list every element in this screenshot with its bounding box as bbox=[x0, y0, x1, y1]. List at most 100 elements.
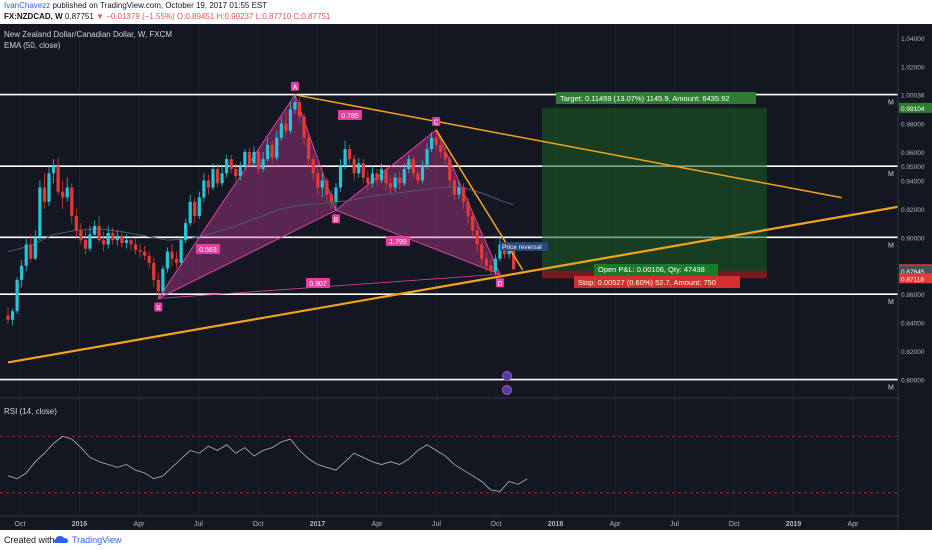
candle-body bbox=[366, 177, 370, 184]
candle-body bbox=[124, 240, 129, 243]
chart-canvas[interactable]: M M M M M X A B C D 0.785 0.563 1.799 0.907 Price rev… bbox=[0, 24, 932, 530]
candle-body bbox=[370, 173, 374, 184]
candle-body bbox=[398, 177, 402, 184]
candle-body bbox=[165, 251, 170, 269]
candle-body bbox=[24, 244, 28, 266]
candle-body bbox=[307, 137, 311, 160]
candle-body bbox=[379, 169, 384, 181]
time-tick-label: 2019 bbox=[786, 521, 802, 528]
level-flag: M bbox=[888, 299, 894, 306]
candle-body bbox=[161, 268, 165, 292]
candle-body bbox=[220, 173, 224, 184]
candle-body bbox=[411, 159, 415, 174]
pattern-point-label: X bbox=[156, 305, 161, 312]
pattern-point-badge bbox=[495, 278, 504, 288]
time-tick-label: 2016 bbox=[72, 521, 88, 528]
price-tick-label: 0.92000 bbox=[901, 207, 925, 214]
ratio-label: 1.799 bbox=[389, 239, 407, 246]
candle-body bbox=[452, 180, 456, 195]
candle-body bbox=[147, 255, 151, 263]
price-tick-label: 0.90000 bbox=[901, 235, 925, 242]
level-flag: M bbox=[888, 100, 894, 107]
price-tick-label: 0.82000 bbox=[901, 349, 925, 356]
time-tick-label: Oct bbox=[253, 521, 264, 528]
chart-area[interactable]: M M M M M X A B C D 0.785 0.563 1.799 0.907 Price rev… bbox=[0, 24, 932, 530]
candle-body bbox=[284, 123, 288, 131]
candle-body bbox=[293, 102, 297, 110]
trendline bbox=[294, 94, 842, 199]
candle-body bbox=[471, 215, 475, 231]
price-change: ▼ −0.01379 (−1.55%) bbox=[96, 12, 175, 21]
candle-body bbox=[215, 169, 220, 184]
price-tick-label: 0.84000 bbox=[901, 321, 925, 328]
target-label: Target: 0.11459 (13.07%) 1145.9, Amount:… bbox=[560, 94, 729, 103]
price-tick-label: 0.87645 bbox=[901, 269, 925, 276]
stop-label: Stop: 0.00527 (0.60%) 52.7, Amount: 750 bbox=[578, 278, 716, 287]
candle-body bbox=[439, 144, 443, 152]
candle-body bbox=[179, 240, 183, 263]
candle-body bbox=[211, 169, 215, 188]
candle-body bbox=[266, 144, 270, 160]
tradingview-cloud-icon bbox=[54, 536, 68, 543]
candle-body bbox=[83, 240, 88, 249]
author-link[interactable]: IvanChavezz bbox=[4, 1, 51, 10]
annotations[interactable]: X A B C D 0.785 0.563 1.799 0.907 Price reversal T… bbox=[154, 81, 756, 395]
candle-body bbox=[279, 123, 283, 138]
candle-body bbox=[489, 265, 493, 272]
pattern-point-label: A bbox=[293, 84, 298, 91]
publish-info: published on TradingView.com, October 19… bbox=[52, 1, 268, 10]
candle-body bbox=[197, 197, 201, 216]
pattern-triangle-xab bbox=[156, 93, 337, 300]
candle-body bbox=[20, 265, 24, 280]
event-marker-icon bbox=[502, 385, 512, 395]
price-tick-label: 0.86000 bbox=[901, 292, 925, 299]
time-tick-label: Jul bbox=[194, 521, 203, 528]
candle-body bbox=[202, 180, 206, 198]
ratio-badge bbox=[196, 244, 220, 254]
time-tick-label: Oct bbox=[729, 521, 740, 528]
time-tick-label: Apr bbox=[134, 521, 146, 528]
candle-body bbox=[320, 180, 324, 188]
price-tick-label: 0.87118 bbox=[901, 276, 924, 283]
candle-body bbox=[498, 244, 502, 259]
level-flag: M bbox=[888, 242, 894, 249]
candle-body bbox=[106, 233, 110, 245]
price-reversal-badge bbox=[500, 242, 548, 251]
candle-body bbox=[61, 191, 65, 198]
candle-body bbox=[51, 166, 56, 174]
price-tick-label: 0.99104 bbox=[901, 106, 925, 113]
open-pl-label: Open P&L: 0.00106, Qty: 47438 bbox=[598, 265, 705, 274]
candle-body bbox=[316, 173, 320, 188]
event-marker-icon bbox=[502, 371, 512, 381]
candle-body bbox=[79, 230, 83, 241]
candle-body bbox=[120, 235, 124, 243]
last-price: 0.87751 bbox=[64, 12, 94, 21]
price-tick-label: 1.00036 bbox=[901, 93, 925, 100]
harmonic-pattern[interactable] bbox=[156, 93, 501, 300]
ratio-label: 0.785 bbox=[341, 113, 359, 120]
candle-body bbox=[238, 166, 242, 177]
candle-body bbox=[311, 159, 315, 174]
candle-body bbox=[270, 144, 274, 158]
candle-body bbox=[338, 166, 343, 188]
candle-body bbox=[261, 159, 265, 170]
pattern-point-badge bbox=[331, 214, 340, 224]
candle-body bbox=[102, 240, 106, 245]
candle-body bbox=[138, 250, 142, 252]
candle-body bbox=[6, 315, 10, 320]
candle-body bbox=[407, 159, 411, 170]
pattern-point-badge bbox=[154, 302, 163, 312]
candle-body bbox=[97, 225, 101, 241]
created-with: Created with bbox=[4, 535, 55, 545]
candle-body bbox=[420, 166, 425, 181]
candle-body bbox=[188, 201, 192, 224]
position-tool[interactable] bbox=[542, 107, 767, 279]
candle-body bbox=[352, 159, 356, 174]
tradingview-brand[interactable]: TradingView bbox=[72, 535, 122, 545]
ratio-badge bbox=[306, 278, 330, 288]
price-tick-label: 1.04000 bbox=[901, 36, 925, 43]
ratio-label: 0.907 bbox=[309, 281, 327, 288]
chart-title: New Zealand Dollar/Canadian Dollar, W, F… bbox=[4, 30, 172, 39]
candle-body bbox=[393, 177, 397, 188]
candle-body bbox=[334, 187, 338, 202]
